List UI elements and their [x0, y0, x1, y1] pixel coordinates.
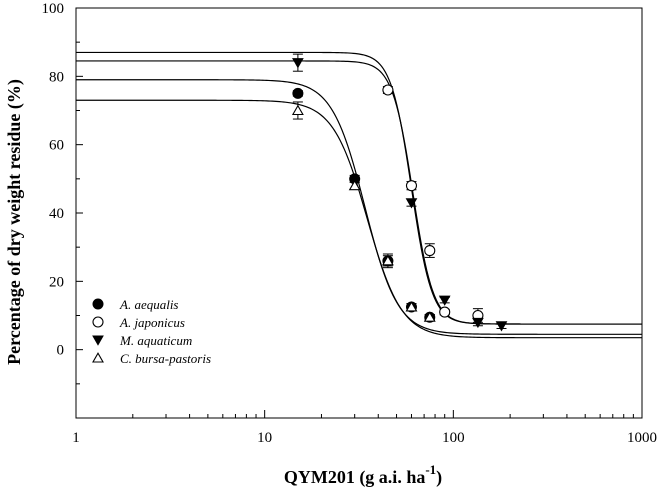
- data-point: [292, 87, 304, 99]
- y-tick-label: 40: [49, 206, 64, 222]
- y-axis-title: Percentage of dry weight residue (%): [4, 79, 25, 365]
- legend-marker: [92, 298, 104, 310]
- legend-marker: [92, 335, 104, 346]
- fitted-curve: [76, 60, 642, 325]
- y-tick-label: 60: [49, 138, 64, 154]
- data-point: [424, 245, 436, 257]
- legend-label: M. aquaticum: [119, 333, 192, 348]
- y-tick-label: 0: [57, 343, 65, 359]
- data-markers: [291, 58, 508, 332]
- data-point: [405, 180, 418, 192]
- legend-label: A. japonicus: [119, 315, 185, 330]
- data-point: [495, 321, 508, 332]
- data-point: [405, 301, 418, 312]
- data-point: [438, 295, 451, 306]
- data-point: [381, 254, 394, 266]
- x-axis-title-main: QYM201 (g a.i. ha: [284, 467, 426, 488]
- data-point: [382, 84, 394, 96]
- fitted-curve: [76, 99, 642, 339]
- y-axis-ticks: 0 20 40 60 80 100: [42, 1, 83, 385]
- y-tick-label: 100: [42, 1, 65, 17]
- data-point: [292, 58, 304, 69]
- x-axis-ticks: 1 10 100 1000: [72, 410, 657, 446]
- data-point: [423, 311, 436, 322]
- fitted-curves: [76, 51, 642, 339]
- legend-marker: [92, 316, 104, 328]
- data-point: [472, 317, 484, 329]
- data-point: [348, 179, 361, 191]
- x-tick-label: 10: [257, 430, 272, 446]
- fitted-curve: [76, 79, 642, 335]
- data-point: [405, 198, 418, 209]
- legend: A. aequalis A. japonicus M. aquaticum C. bu…: [92, 297, 211, 366]
- x-axis-title-close: ): [436, 467, 442, 488]
- x-axis-title: QYM201 (g a.i. ha-1): [284, 462, 442, 488]
- x-axis-title-superscript: -1: [425, 462, 436, 477]
- legend-marker: [92, 352, 104, 363]
- data-point: [291, 104, 304, 116]
- y-tick-label: 80: [49, 69, 64, 85]
- legend-label: A. aequalis: [119, 297, 179, 312]
- x-tick-label: 1000: [627, 430, 657, 446]
- x-tick-label: 1: [72, 430, 80, 446]
- legend-label: C. bursa-pastoris: [120, 351, 211, 366]
- data-point: [439, 306, 451, 318]
- x-tick-label: 100: [442, 430, 465, 446]
- y-tick-label: 20: [49, 274, 64, 290]
